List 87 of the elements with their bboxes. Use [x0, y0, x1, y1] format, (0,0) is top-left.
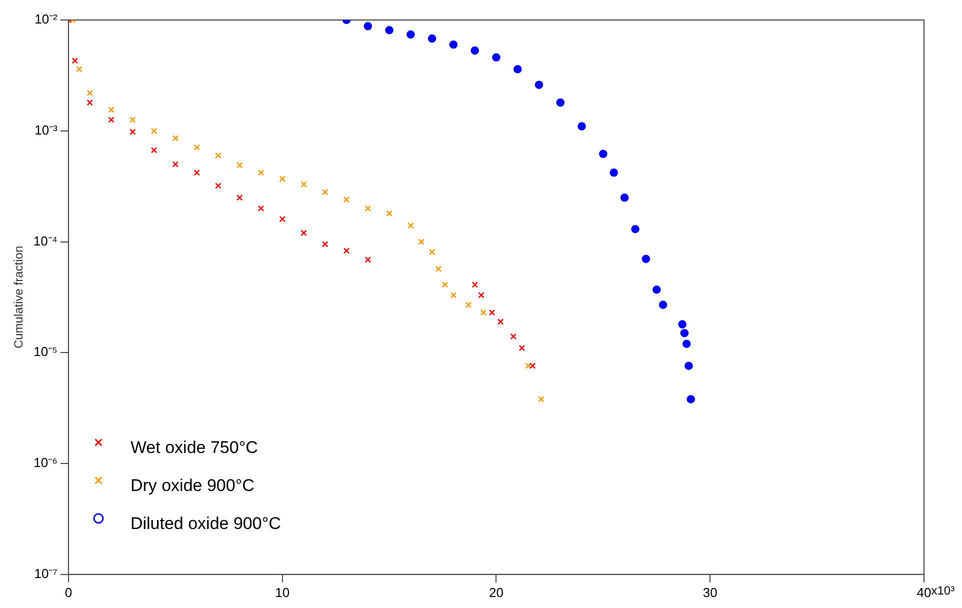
point [658, 300, 668, 309]
y-tick-label: 10⁻² [34, 12, 58, 27]
point [279, 216, 286, 222]
point [435, 266, 442, 272]
point [300, 181, 307, 188]
point [322, 241, 328, 248]
y-tick-label: 10⁻⁴ [33, 233, 58, 248]
point [678, 320, 686, 328]
point [194, 144, 200, 150]
point [86, 99, 93, 106]
point [343, 196, 350, 203]
point [215, 152, 222, 159]
point [450, 292, 457, 298]
point [72, 58, 78, 64]
point [478, 292, 484, 298]
x-tick-label: 0 [64, 584, 72, 600]
point [465, 302, 472, 308]
point [529, 362, 536, 369]
point [385, 26, 394, 34]
point [258, 170, 264, 176]
y-axis-title: Cumulative fraction [12, 246, 26, 349]
point [538, 396, 544, 402]
point [300, 230, 307, 236]
y-tick-label: 10⁻⁷ [34, 566, 58, 581]
point [556, 98, 565, 107]
point [518, 344, 526, 352]
point [150, 147, 158, 154]
legend-label: Wet oxide 750°C [130, 438, 258, 458]
point [364, 256, 372, 263]
point [488, 309, 496, 316]
y-tick-label: 10⁻⁵ [34, 344, 58, 360]
point [652, 285, 661, 294]
point [86, 90, 93, 96]
point [620, 193, 629, 202]
point [428, 34, 436, 43]
point [215, 182, 222, 189]
point [408, 222, 414, 229]
point [172, 135, 179, 142]
point [418, 238, 424, 245]
x-axis-title: x10³ [931, 584, 955, 598]
point [236, 162, 243, 168]
point [525, 362, 532, 369]
point [129, 116, 136, 123]
point [343, 248, 350, 254]
point [322, 189, 328, 196]
point [428, 248, 436, 256]
point [449, 40, 458, 49]
point [108, 106, 114, 113]
point [194, 170, 200, 176]
point [497, 318, 504, 325]
point [172, 161, 179, 168]
point [578, 122, 586, 130]
point [258, 205, 264, 212]
point [108, 116, 114, 123]
point [364, 205, 372, 212]
point [406, 30, 415, 39]
x-tick-label: 40 [916, 584, 932, 600]
point [470, 46, 479, 55]
point [534, 80, 544, 90]
point [599, 150, 608, 158]
point [129, 128, 136, 135]
point [680, 328, 689, 338]
y-tick-label: 10⁻³ [34, 122, 58, 138]
x-tick-label: 30 [702, 584, 718, 600]
y-tick-label: 10⁻⁶ [34, 455, 58, 470]
point [631, 224, 640, 234]
point [480, 309, 487, 316]
point [510, 333, 516, 340]
x-tick-label: 20 [488, 584, 504, 600]
point [236, 194, 243, 201]
legend-label: Dry oxide 900°C [130, 476, 254, 496]
point [492, 53, 500, 62]
point [610, 168, 618, 177]
x-tick-label: 10 [275, 584, 290, 600]
point [684, 362, 693, 370]
legend-label: Diluted oxide 900°C [130, 514, 281, 534]
point [442, 282, 448, 288]
point [686, 395, 696, 404]
point [76, 66, 82, 72]
point [642, 254, 650, 264]
point [682, 340, 691, 348]
point [513, 65, 522, 74]
point [150, 128, 158, 134]
point [364, 22, 372, 30]
point [472, 282, 478, 288]
point [279, 176, 286, 182]
point [386, 210, 392, 217]
